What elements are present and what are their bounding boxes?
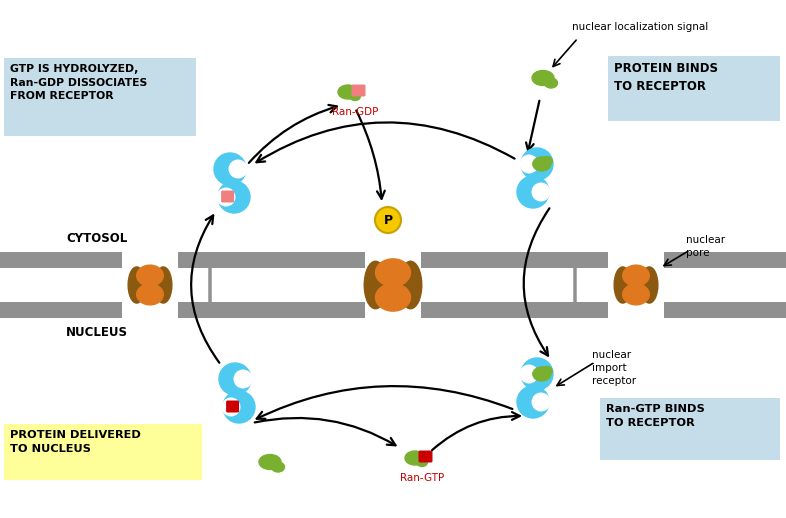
Circle shape [218, 181, 250, 213]
Ellipse shape [143, 279, 156, 291]
Ellipse shape [545, 78, 557, 88]
Ellipse shape [137, 265, 163, 286]
Ellipse shape [128, 267, 145, 303]
Ellipse shape [222, 398, 240, 416]
Text: PROTEIN BINDS
TO RECEPTOR: PROTEIN BINDS TO RECEPTOR [614, 62, 718, 93]
Text: Ran-GTP BINDS
TO RECEPTOR: Ran-GTP BINDS TO RECEPTOR [606, 404, 705, 427]
FancyBboxPatch shape [608, 301, 664, 319]
FancyArrowPatch shape [191, 215, 219, 363]
FancyBboxPatch shape [418, 451, 432, 463]
Ellipse shape [532, 70, 554, 85]
Circle shape [219, 363, 251, 395]
Ellipse shape [542, 367, 553, 376]
Ellipse shape [623, 265, 649, 286]
Ellipse shape [533, 367, 551, 381]
FancyBboxPatch shape [608, 56, 780, 121]
FancyBboxPatch shape [365, 301, 421, 319]
FancyArrowPatch shape [257, 386, 512, 419]
Ellipse shape [641, 267, 658, 303]
FancyArrowPatch shape [249, 105, 337, 163]
Ellipse shape [405, 451, 425, 465]
Ellipse shape [376, 284, 410, 311]
FancyArrowPatch shape [356, 110, 385, 199]
FancyArrowPatch shape [523, 208, 549, 356]
FancyBboxPatch shape [210, 256, 575, 314]
Text: Ran-GDP: Ran-GDP [332, 107, 378, 117]
FancyBboxPatch shape [122, 251, 178, 269]
Ellipse shape [614, 267, 631, 303]
Circle shape [223, 391, 255, 423]
Text: nuclear
pore: nuclear pore [686, 235, 725, 258]
Ellipse shape [520, 155, 538, 173]
Ellipse shape [399, 261, 422, 309]
Circle shape [521, 148, 553, 180]
Ellipse shape [532, 183, 549, 201]
Text: GTP IS HYDROLYZED,
Ran-GDP DISSOCIATES
FROM RECEPTOR: GTP IS HYDROLYZED, Ran-GDP DISSOCIATES F… [10, 64, 147, 101]
FancyBboxPatch shape [0, 302, 786, 318]
Ellipse shape [350, 92, 361, 100]
FancyBboxPatch shape [122, 301, 178, 319]
FancyBboxPatch shape [4, 424, 202, 480]
Circle shape [517, 176, 549, 208]
Ellipse shape [155, 267, 172, 303]
Ellipse shape [234, 370, 252, 388]
Ellipse shape [364, 261, 387, 309]
FancyBboxPatch shape [221, 191, 234, 203]
FancyBboxPatch shape [600, 398, 780, 460]
Circle shape [375, 207, 401, 233]
FancyBboxPatch shape [4, 58, 196, 136]
Text: nuclear localization signal: nuclear localization signal [572, 22, 708, 32]
Text: nuclear
import
receptor: nuclear import receptor [592, 350, 636, 386]
FancyBboxPatch shape [365, 251, 421, 269]
FancyArrowPatch shape [255, 418, 395, 445]
Text: CYTOSOL: CYTOSOL [66, 232, 127, 245]
Text: P: P [384, 213, 392, 226]
Ellipse shape [137, 284, 163, 305]
FancyBboxPatch shape [608, 251, 664, 269]
FancyBboxPatch shape [351, 84, 365, 96]
Ellipse shape [532, 393, 549, 411]
Ellipse shape [338, 85, 358, 99]
Ellipse shape [376, 259, 410, 286]
Circle shape [521, 358, 553, 390]
Text: PROTEIN DELIVERED
TO NUCLEUS: PROTEIN DELIVERED TO NUCLEUS [10, 430, 141, 454]
FancyBboxPatch shape [226, 400, 239, 412]
Ellipse shape [533, 157, 551, 171]
Circle shape [214, 153, 246, 185]
FancyArrowPatch shape [256, 122, 515, 162]
Ellipse shape [259, 454, 281, 469]
Text: NUCLEUS: NUCLEUS [66, 326, 128, 339]
Ellipse shape [271, 462, 285, 472]
Circle shape [517, 386, 549, 418]
Ellipse shape [520, 365, 538, 383]
Ellipse shape [630, 279, 643, 291]
FancyBboxPatch shape [0, 252, 786, 268]
FancyArrowPatch shape [432, 412, 520, 450]
Ellipse shape [217, 188, 235, 206]
Ellipse shape [384, 278, 402, 293]
Text: Ran-GTP: Ran-GTP [400, 473, 444, 483]
Ellipse shape [542, 156, 553, 165]
Ellipse shape [417, 457, 428, 467]
Ellipse shape [230, 160, 247, 178]
Ellipse shape [623, 284, 649, 305]
